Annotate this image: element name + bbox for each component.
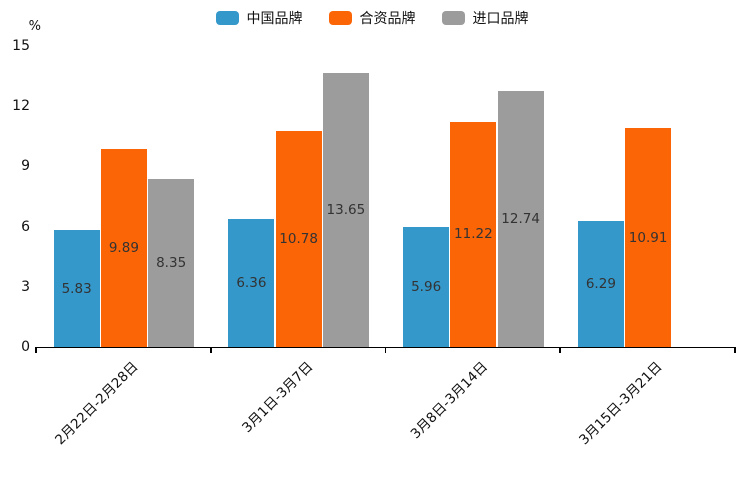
bar [228, 219, 275, 347]
legend-label: 进口品牌 [472, 11, 529, 27]
bar [275, 130, 322, 347]
y-tick-label: 3 [21, 278, 30, 295]
legend-item: 中国品牌 [215, 8, 303, 28]
bar-value-label: 6.36 [236, 275, 267, 292]
bar-value-label: 9.89 [108, 239, 139, 256]
bar [148, 179, 195, 347]
bar [100, 148, 147, 347]
y-tick-label: 0 [21, 339, 30, 355]
x-tick-label: 3月15日-3月21日 [576, 358, 666, 449]
x-tick-label: 3月8日-3月14日 [407, 358, 492, 443]
bar [53, 230, 100, 347]
bar-value-label: 10.78 [279, 230, 318, 247]
bar [577, 220, 624, 347]
x-tick-mark [209, 347, 212, 353]
bar [403, 227, 450, 347]
legend-item: 合资品牌 [328, 8, 416, 28]
plot-area: 5.83 9.89 8.35 2月22日-2月28日 6.36 10.78 13.65 3月1… [35, 46, 736, 448]
bar-value-label: 11.22 [454, 226, 493, 243]
bar [450, 121, 497, 347]
x-tick-mark [559, 347, 562, 353]
bar-value-label: 8.35 [156, 255, 187, 272]
chart-legend: 中国品牌 合资品牌 进口品牌 [0, 8, 744, 28]
x-tick-mark [734, 347, 736, 353]
legend-label: 合资品牌 [359, 11, 416, 27]
bar [322, 73, 369, 347]
bar-value-label: 13.65 [326, 202, 366, 219]
y-tick-label: 9 [21, 158, 30, 175]
bar [497, 91, 544, 347]
y-tick-label: 15 [12, 38, 30, 54]
bar-value-label: 10.91 [628, 229, 668, 246]
legend-swatch-icon [328, 11, 352, 25]
bar-value-label: 6.29 [585, 275, 616, 292]
legend-swatch-icon [215, 11, 239, 25]
y-tick-label: 12 [12, 98, 30, 115]
y-axis-unit-label: % [28, 19, 41, 34]
bar-value-label: 12.74 [501, 211, 540, 228]
x-tick-label: 2月22日-2月28日 [52, 358, 142, 449]
x-tick-mark [35, 347, 37, 353]
x-tick-label: 3月1日-3月7日 [239, 358, 317, 437]
bar [625, 128, 672, 347]
legend-label: 中国品牌 [246, 11, 303, 27]
x-tick-mark [384, 347, 387, 353]
y-tick-label: 6 [21, 218, 30, 235]
bar-value-label: 5.96 [411, 279, 442, 296]
legend-swatch-icon [441, 11, 465, 25]
legend-item: 进口品牌 [441, 8, 529, 28]
bar-value-label: 5.83 [61, 280, 92, 297]
